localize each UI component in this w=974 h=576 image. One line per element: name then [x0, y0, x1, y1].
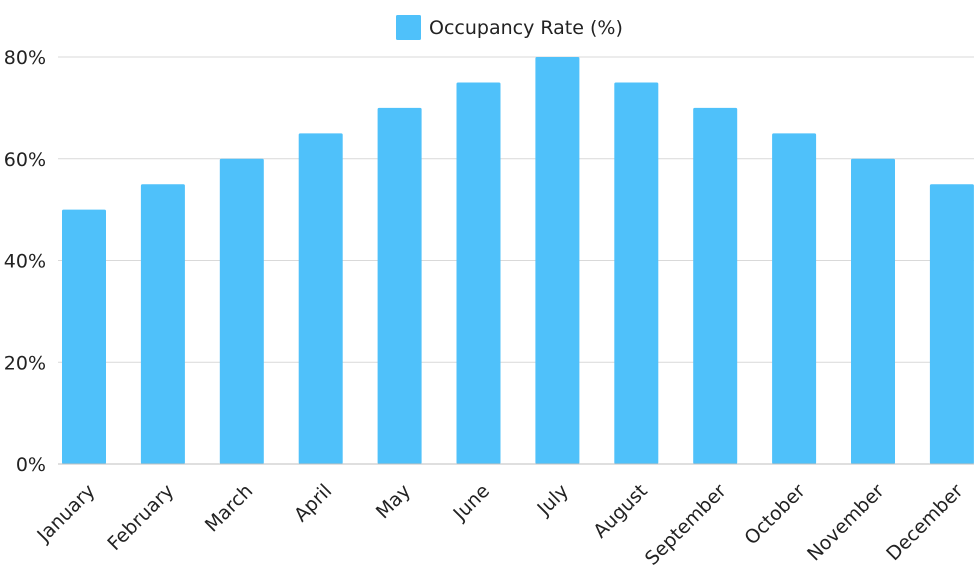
- bar-may: [377, 107, 422, 464]
- x-axis-category-labels: January February March April May June July Augu…: [32, 480, 967, 570]
- y-tick-label: 60%: [4, 149, 46, 171]
- legend-swatch: [396, 15, 421, 40]
- gridlines: [58, 56, 974, 363]
- x-tick-label-january: January: [32, 480, 99, 547]
- y-tick-label: 40%: [4, 251, 46, 273]
- x-tick-label-may: May: [372, 480, 415, 523]
- x-tick-label-october: October: [740, 480, 809, 549]
- legend-label: Occupancy Rate (%): [429, 17, 623, 39]
- x-tick-label-april: April: [290, 480, 336, 526]
- legend: Occupancy Rate (%): [396, 15, 623, 40]
- x-tick-label-july: July: [533, 480, 573, 520]
- bar-december: [929, 184, 974, 464]
- x-tick-label-march: March: [201, 480, 258, 537]
- bar-july: [535, 57, 580, 464]
- x-tick-label-december: December: [882, 480, 967, 565]
- x-tick-label-november: November: [803, 480, 889, 566]
- bar-november: [851, 158, 895, 464]
- x-tick-label-february: February: [103, 480, 178, 555]
- bar-august: [614, 82, 659, 464]
- bar-september: [693, 107, 738, 464]
- bar-march: [219, 158, 264, 464]
- y-axis-tick-labels: 0% 20% 40% 60% 80%: [4, 47, 46, 476]
- bar-april: [298, 133, 343, 464]
- x-tick-label-june: June: [449, 480, 495, 526]
- bars: [62, 57, 974, 464]
- x-tick-label-september: September: [641, 480, 731, 570]
- x-tick-label-august: August: [589, 480, 652, 543]
- bar-january: [62, 209, 106, 464]
- bar-october: [772, 133, 817, 464]
- y-tick-label: 20%: [4, 352, 46, 374]
- y-tick-label: 0%: [16, 454, 46, 476]
- bar-june: [456, 82, 501, 464]
- y-tick-label: 80%: [4, 47, 46, 69]
- bar-february: [140, 184, 185, 464]
